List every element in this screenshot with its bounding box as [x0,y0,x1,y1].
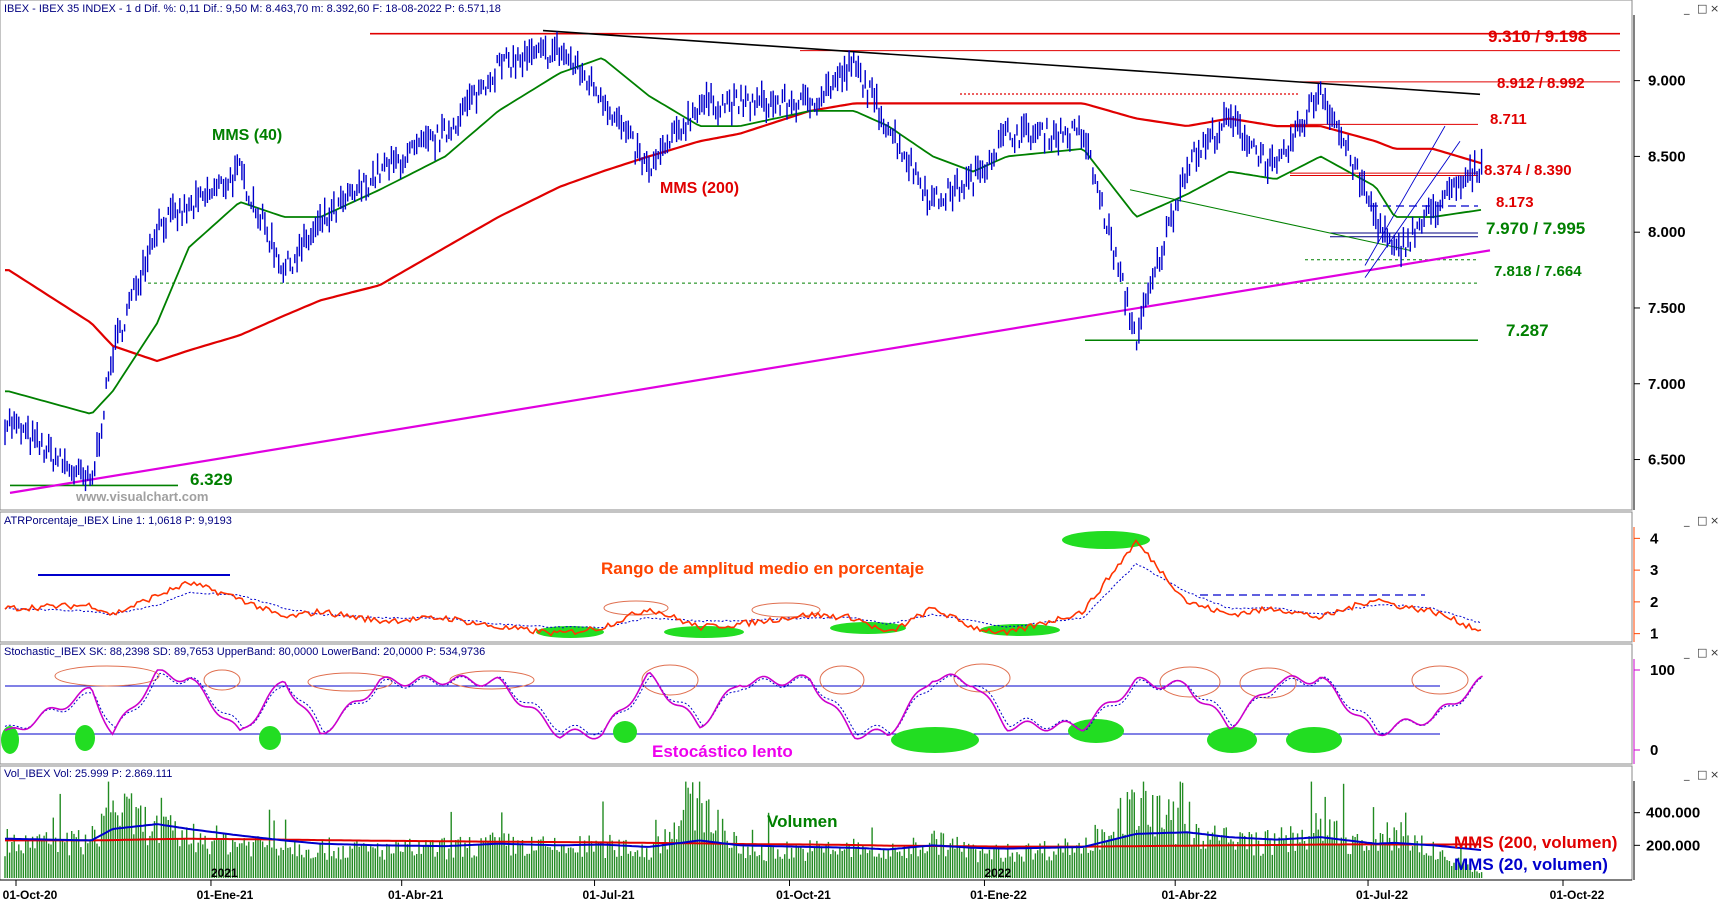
x-tick-label: 01-Ene-21 [197,888,254,902]
price-panel[interactable]: IBEX - IBEX 35 INDEX - 1 d Dif. %: 0,11 … [0,0,1633,511]
atr-low-highlight [664,626,744,638]
stoch-tick-label: 100 [1650,662,1675,679]
stoch-tick-label: 0 [1650,742,1658,759]
x-tick-label: 01-Oct-21 [776,888,831,902]
atr-minimize-button[interactable]: _ [1683,514,1690,527]
x-tick-label: 01-Abr-22 [1162,888,1218,902]
level-8374-label: 8.374 / 8.390 [1484,162,1572,179]
atr-line [4,538,1482,637]
volume-annotation: Volumen [767,812,838,831]
vol-ma200-label: MMS (200, volumen) [1454,833,1617,852]
atr-low-highlight [980,624,1060,636]
year-mark-label: 2021 [211,866,238,880]
stoch-oversold-highlight [1068,719,1124,743]
stoch-minimize-button[interactable]: _ [1683,646,1690,659]
atr-tick-label: 2 [1650,594,1658,611]
volume-panel[interactable]: Vol_IBEX Vol: 25.999 P: 2.869.111 [0,765,1633,881]
stoch-overbought-ellipse [1239,667,1297,699]
stoch-overbought-ellipse [1411,665,1469,695]
price-tick-label: 9.000 [1648,73,1686,90]
atr-peak-ellipse [751,602,821,618]
x-tick-label: 01-Oct-20 [3,888,58,902]
stoch-panel-title: Stochastic_IBEX SK: 88,2398 SD: 89,7653 … [4,646,485,658]
atr-peak-highlight [1062,531,1150,549]
level-7970-label: 7.970 / 7.995 [1486,219,1585,238]
stoch-annotation: Estocástico lento [652,742,793,761]
price-window-buttons: _ □ × [1683,2,1719,15]
stoch-sk-line [4,669,1483,740]
watermark: www.visualchart.com [75,489,208,504]
vol-minimize-button[interactable]: _ [1683,768,1690,781]
vol-ma20-label: MMS (20, volumen) [1454,855,1608,874]
x-tick-label: 01-Jul-21 [583,888,635,902]
long-term-support-trendline [9,249,1491,494]
stoch-overbought-ellipse [1159,666,1221,698]
stoch-overbought-ellipse [641,664,699,696]
atr-tick-label: 4 [1650,530,1659,547]
atr-peak-ellipse [603,600,669,616]
level-8173-label: 8.173 [1496,194,1534,211]
atr-annotation: Rango de amplitud medio en porcentaje [601,559,924,578]
level-6329-label: 6.329 [190,470,233,489]
bearish-trendline [542,29,1481,96]
price-bars [4,31,1483,492]
vol-ma20-line [5,823,1482,851]
stoch-oversold-highlight [1207,727,1257,753]
price-tick-label: 8.000 [1648,224,1686,241]
level-8711-label: 8.711 [1490,111,1527,128]
stoch-overbought-ellipse [54,665,160,687]
stoch-oversold-highlight [1,726,19,754]
x-tick-label: 01-Ene-22 [970,888,1027,902]
vol-ma200-line [5,837,1481,848]
atr-tick-label: 1 [1650,626,1658,643]
stoch-overbought-ellipse [203,669,241,691]
price-tick-label: 8.500 [1648,148,1686,165]
price-minimize-button[interactable]: _ [1683,2,1690,15]
mms200-label: MMS (200) [660,180,739,197]
x-tick-label: 01-Jul-22 [1356,888,1408,902]
price-tick-label: 7.500 [1648,300,1686,317]
atr-close-button[interactable]: × [1710,514,1719,527]
vol-window-buttons: _ □ × [1683,768,1719,781]
x-tick-label: 01-Oct-22 [1550,888,1605,902]
price-tick-label: 6.500 [1648,452,1686,469]
atr-maximize-button[interactable]: □ [1697,514,1707,527]
mms40-label: MMS (40) [212,127,282,144]
stoch-overbought-ellipse [307,672,393,692]
rising-channel-lower [1364,140,1461,278]
stoch-window-buttons: _ □ × [1683,646,1719,659]
atr-window-buttons: _ □ × [1683,514,1719,527]
volume-bars [4,781,1483,878]
volume-panel-title: Vol_IBEX Vol: 25.999 P: 2.869.111 [4,768,172,780]
price-tick-label: 7.000 [1648,376,1686,393]
year-mark-label: 2022 [984,866,1011,880]
stoch-maximize-button[interactable]: □ [1697,646,1707,659]
stoch-close-button[interactable]: × [1710,646,1719,659]
stoch-oversold-highlight [891,727,979,753]
level-7287-label: 7.287 [1506,321,1549,340]
vol-close-button[interactable]: × [1710,768,1719,781]
annotations: MMS (40) MMS (200) 9.310 / 9.198 8.912 /… [75,27,1617,874]
price-panel-title: IBEX - IBEX 35 INDEX - 1 d Dif. %: 0,11 … [4,3,501,15]
stoch-oversold-highlight [259,726,281,750]
level-8912-label: 8.912 / 8.992 [1497,75,1585,92]
level-9310-label: 9.310 / 9.198 [1488,27,1587,46]
vol-tick-label: 400.000 [1646,805,1700,822]
price-maximize-button[interactable]: □ [1697,2,1707,15]
stoch-oversold-highlight [613,721,637,743]
stoch-oversold-highlight [1286,727,1342,753]
stoch-panel[interactable]: Stochastic_IBEX SK: 88,2398 SD: 89,7653 … [0,643,1633,765]
stoch-oversold-highlight [75,725,95,751]
atr-panel-title: ATRPorcentaje_IBEX Line 1: 1,0618 P: 9,9… [4,515,232,527]
vol-maximize-button[interactable]: □ [1697,768,1707,781]
atr-tick-label: 3 [1650,562,1658,579]
stoch-overbought-ellipse [449,670,535,690]
stoch-overbought-ellipse [819,665,865,695]
x-tick-label: 01-Abr-21 [388,888,444,902]
level-7818-label: 7.818 / 7.664 [1494,263,1582,280]
atr-panel[interactable]: ATRPorcentaje_IBEX Line 1: 1,0618 P: 9,9… [0,511,1633,643]
price-close-button[interactable]: × [1710,2,1719,15]
vol-tick-label: 200.000 [1646,837,1700,854]
